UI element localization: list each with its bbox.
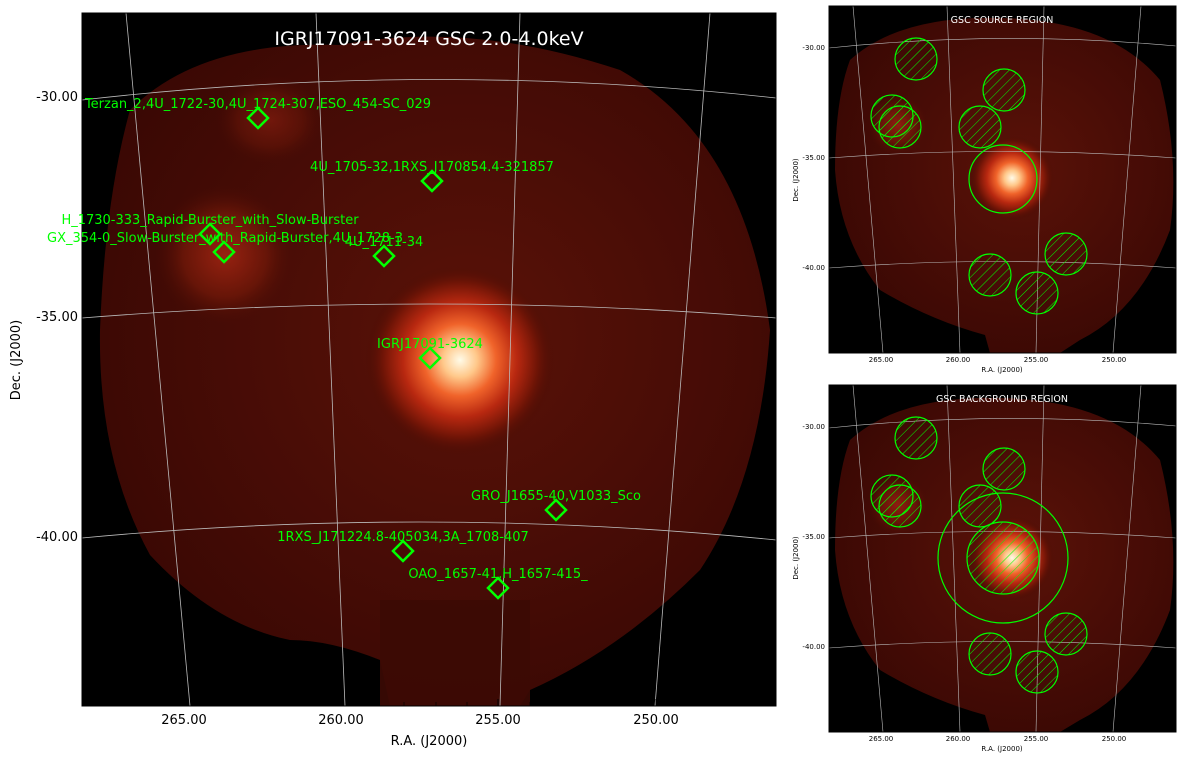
label-gro1655: GRO_J1655-40,V1033_Sco bbox=[471, 489, 641, 504]
main-panel: 265.00 260.00 255.00 250.00 -30.00 -35.0… bbox=[9, 12, 777, 749]
background-plot-frame bbox=[828, 384, 1177, 733]
label-terzan2: Terzan_2,4U_1722-30,4U_1724-307,ESO_454-… bbox=[84, 97, 431, 112]
background-annulus-outer[interactable] bbox=[937, 492, 1069, 624]
src-excl-4u1705[interactable] bbox=[982, 68, 1026, 112]
label-igrj17091: IGRJ17091-3624 bbox=[377, 337, 483, 352]
src-ra-tick-260: 260.00 bbox=[946, 356, 971, 364]
bkg-excl-gro1655[interactable] bbox=[1044, 612, 1088, 656]
source-labels: Terzan_2,4U_1722-30,4U_1724-307,ESO_454-… bbox=[47, 97, 641, 582]
source-extraction-circle[interactable] bbox=[968, 144, 1038, 214]
bkg-ra-tick-250: 250.00 bbox=[1102, 735, 1127, 743]
background-region-panel: 265.00 260.00 255.00 250.00 -30.00 -35.0… bbox=[792, 384, 1177, 753]
ra-tick-label-250: 250.00 bbox=[633, 713, 679, 728]
bkg-excl-1rxs171224[interactable] bbox=[968, 632, 1012, 676]
main-minor-ticks bbox=[82, 51, 751, 706]
bkg-dec-tick-40: -40.00 bbox=[802, 643, 825, 651]
marker-gro1655[interactable] bbox=[544, 498, 568, 522]
bkg-excl-igrj17091[interactable] bbox=[966, 521, 1040, 595]
marker-4u1711[interactable] bbox=[372, 244, 396, 268]
src-ra-tick-265: 265.00 bbox=[869, 356, 894, 364]
src-excl-1rxs171224[interactable] bbox=[968, 253, 1012, 297]
bkg-excl-gx354[interactable] bbox=[878, 484, 922, 528]
grid-ra-265 bbox=[125, 13, 191, 706]
glow-gx354 bbox=[155, 185, 295, 325]
background-title: GSC BACKGROUND REGION bbox=[936, 394, 1068, 405]
src-excl-gx354[interactable] bbox=[878, 105, 922, 149]
marker-gx354[interactable] bbox=[212, 240, 236, 264]
bkg-ra-tick-255: 255.00 bbox=[1024, 735, 1049, 743]
marker-1rxs171224[interactable] bbox=[391, 539, 415, 563]
bkg-excl-4u1711[interactable] bbox=[958, 484, 1002, 528]
source-region-panel: 265.00 260.00 255.00 250.00 -30.00 -35.0… bbox=[792, 5, 1177, 374]
src-xlabel: R.A. (J2000) bbox=[981, 366, 1023, 374]
grid-ra-260 bbox=[315, 13, 346, 706]
src-excl-gro1655[interactable] bbox=[1044, 232, 1088, 276]
src-ra-tick-250: 250.00 bbox=[1102, 356, 1127, 364]
main-dec-ticks bbox=[82, 95, 776, 537]
marker-terzan2[interactable] bbox=[246, 106, 270, 130]
label-h1730: H_1730-333_Rapid-Burster_with_Slow-Burst… bbox=[61, 213, 359, 228]
grid-dec-30 bbox=[82, 79, 776, 101]
dec-tick-label-35: -35.00 bbox=[36, 310, 78, 325]
source-markers bbox=[198, 106, 568, 600]
src-dec-tick-35: -35.00 bbox=[802, 154, 825, 162]
background-exclusion-circles bbox=[870, 416, 1088, 694]
bkg-excl-4u1705[interactable] bbox=[982, 447, 1026, 491]
main-xlabel: R.A. (J2000) bbox=[391, 734, 468, 749]
main-plot-frame bbox=[81, 12, 777, 707]
marker-igrj17091[interactable] bbox=[418, 346, 442, 370]
bkg-ra-tick-265: 265.00 bbox=[869, 735, 894, 743]
main-title: IGRJ17091-3624 GSC 2.0-4.0keV bbox=[274, 28, 583, 50]
bkg-dec-tick-35: -35.00 bbox=[802, 533, 825, 541]
background-axis-labels: 265.00 260.00 255.00 250.00 -30.00 -35.0… bbox=[792, 423, 1126, 753]
bkg-excl-terzan2[interactable] bbox=[894, 416, 938, 460]
main-grid bbox=[82, 13, 776, 706]
label-1rxs171224: 1RXS_J171224.8-405034,3A_1708-407 bbox=[277, 530, 529, 545]
source-exclusion-circles bbox=[870, 37, 1088, 315]
label-4u1711: 4U_1711-34 bbox=[345, 235, 424, 250]
label-4u1705: 4U_1705-32,1RXS_J170854.4-321857 bbox=[310, 160, 554, 175]
source-axis-labels: 265.00 260.00 255.00 250.00 -30.00 -35.0… bbox=[792, 44, 1126, 374]
grid-ra-250 bbox=[654, 13, 711, 706]
marker-h1730[interactable] bbox=[198, 222, 222, 246]
source-title: GSC SOURCE REGION bbox=[951, 15, 1054, 26]
src-ra-tick-255: 255.00 bbox=[1024, 356, 1049, 364]
ra-tick-label-265: 265.00 bbox=[161, 713, 207, 728]
main-image bbox=[82, 36, 776, 706]
ra-tick-label-255: 255.00 bbox=[475, 713, 521, 728]
glow-igrj17091 bbox=[365, 265, 555, 455]
src-excl-oao1657[interactable] bbox=[1015, 271, 1059, 315]
dec-tick-label-40: -40.00 bbox=[36, 530, 78, 545]
bkg-xlabel: R.A. (J2000) bbox=[981, 745, 1023, 753]
label-oao1657: OAO_1657-41,H_1657-415_ bbox=[408, 567, 588, 582]
bkg-excl-oao1657[interactable] bbox=[1015, 650, 1059, 694]
grid-ra-255 bbox=[499, 13, 521, 706]
marker-4u1705[interactable] bbox=[420, 169, 444, 193]
grid-dec-40 bbox=[82, 521, 776, 541]
label-gx354: GX_354-0_Slow-Burster_with_Rapid-Burster… bbox=[47, 231, 403, 246]
src-excl-4u1711[interactable] bbox=[958, 105, 1002, 149]
main-ylabel: Dec. (J2000) bbox=[9, 320, 24, 400]
grid-dec-35 bbox=[82, 303, 776, 319]
ra-tick-label-260: 260.00 bbox=[318, 713, 364, 728]
src-ylabel: Dec. (J2000) bbox=[792, 158, 800, 202]
dec-tick-label-30: -30.00 bbox=[36, 90, 78, 105]
bkg-ra-tick-260: 260.00 bbox=[946, 735, 971, 743]
src-dec-tick-40: -40.00 bbox=[802, 264, 825, 272]
marker-oao1657[interactable] bbox=[486, 576, 510, 600]
src-dec-tick-30: -30.00 bbox=[802, 44, 825, 52]
main-ra-ticks bbox=[183, 13, 657, 706]
bkg-dec-tick-30: -30.00 bbox=[802, 423, 825, 431]
source-plot-frame bbox=[828, 5, 1177, 354]
bkg-ylabel: Dec. (J2000) bbox=[792, 536, 800, 580]
src-excl-terzan2[interactable] bbox=[894, 37, 938, 81]
